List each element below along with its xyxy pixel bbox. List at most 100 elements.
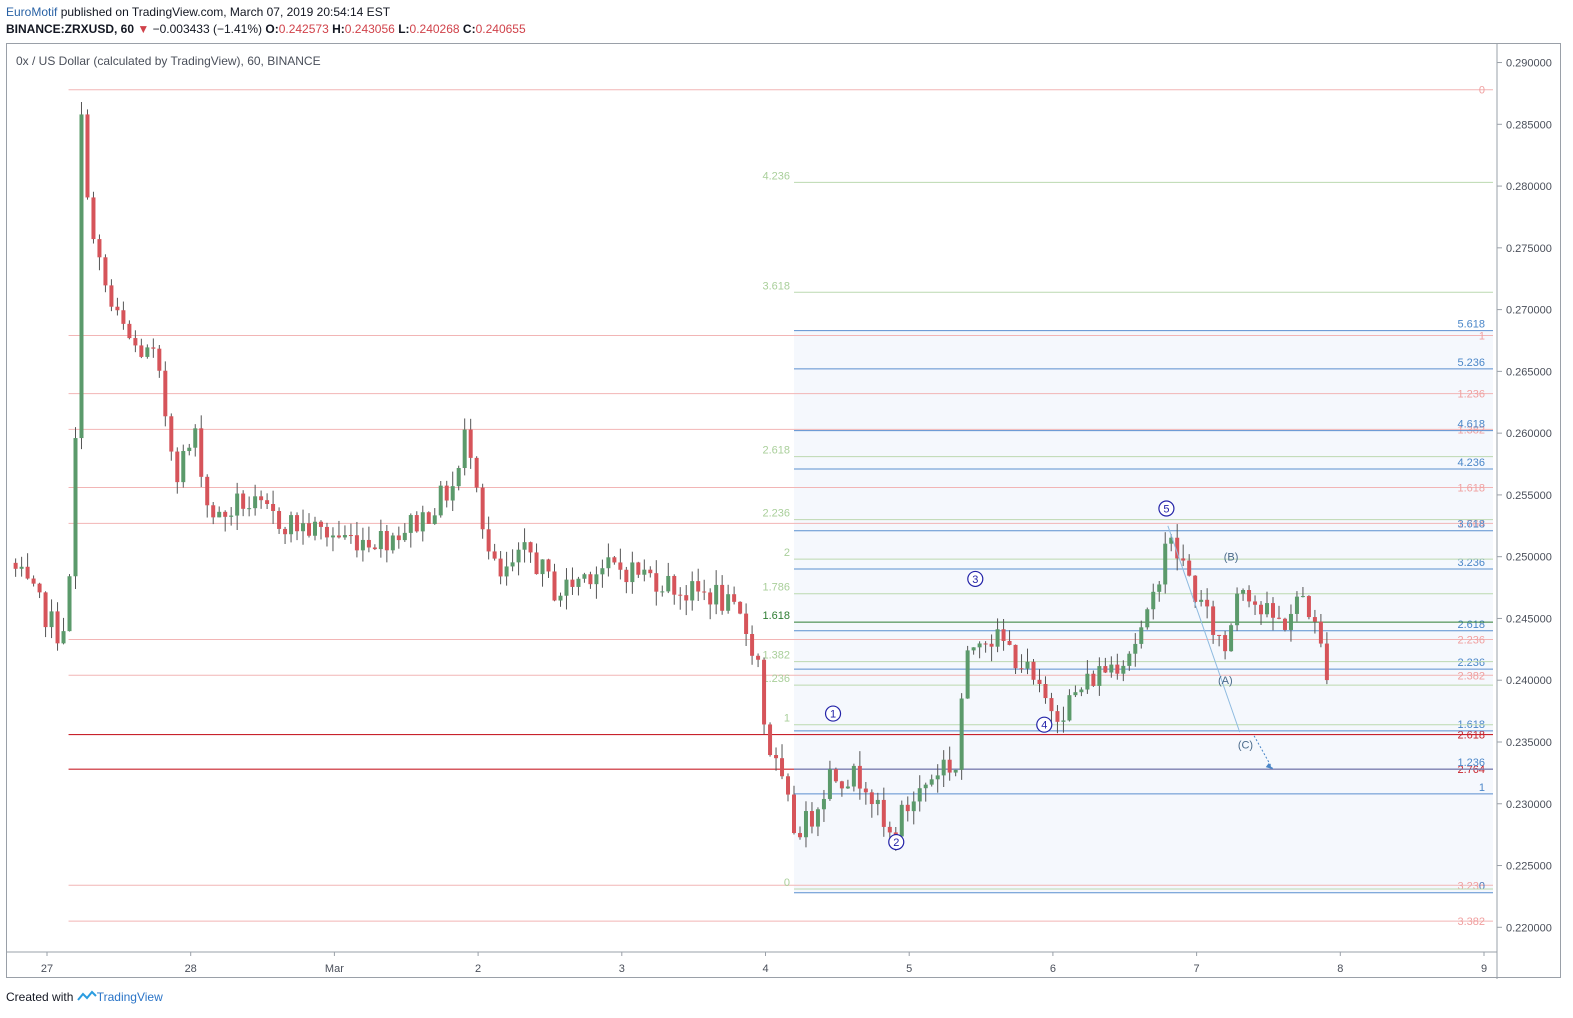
candle-up xyxy=(917,788,922,802)
candle-down xyxy=(636,562,641,575)
candle-down xyxy=(498,558,503,577)
candle-down xyxy=(762,659,767,725)
candle-up xyxy=(1157,584,1162,592)
candle-down xyxy=(1175,537,1180,559)
author-link[interactable]: EuroMotif xyxy=(6,5,58,19)
candle-down xyxy=(277,511,282,529)
candle-up xyxy=(360,539,365,551)
candle-up xyxy=(1199,599,1204,602)
candle-down xyxy=(241,493,246,509)
candle-up xyxy=(450,486,455,501)
candle-up xyxy=(540,559,545,575)
candle-down xyxy=(1324,643,1329,681)
fib-green-label: 1.382 xyxy=(762,650,790,662)
y-tick-label: 0.235000 xyxy=(1506,737,1552,749)
low-value: 0.240268 xyxy=(409,22,460,36)
candle-up xyxy=(390,535,395,551)
candle-down xyxy=(133,338,138,346)
candle-down xyxy=(1217,634,1222,636)
candle-down xyxy=(157,348,162,371)
x-tick-label: 8 xyxy=(1337,963,1343,975)
wave-circle xyxy=(967,570,984,588)
candle-up xyxy=(342,535,347,538)
wave-label: 3 xyxy=(972,574,978,586)
candle-down xyxy=(552,571,557,601)
candle-up xyxy=(953,769,958,773)
candle-up xyxy=(941,759,946,776)
candle-up xyxy=(1109,664,1114,673)
candle-up xyxy=(1145,609,1150,628)
wave-circle xyxy=(1158,500,1175,517)
footer-brand[interactable]: TradingView xyxy=(96,990,163,1004)
trend-line[interactable] xyxy=(1167,525,1241,733)
candle-down xyxy=(295,515,300,532)
candle-down xyxy=(1271,603,1276,618)
fib-green-label: 2.236 xyxy=(762,508,790,520)
price-chart[interactable]: 011.2361.3821.6181.7642.2362.3822.6182.7… xyxy=(7,44,1562,979)
ohlc-line: BINANCE:ZRXUSD, 60 ▼ −0.003433 (−1.41%) … xyxy=(6,21,526,38)
candle-up xyxy=(827,769,832,799)
candle-down xyxy=(205,476,210,506)
candle-down xyxy=(37,583,42,593)
wave-label: (B) xyxy=(1224,552,1239,564)
candle-down xyxy=(863,788,868,793)
candle-down xyxy=(678,594,683,596)
candle-up xyxy=(1294,596,1299,614)
candle-up xyxy=(911,801,916,812)
wave-label: (C) xyxy=(1238,739,1253,751)
candle-down xyxy=(169,416,174,452)
candle-down xyxy=(121,310,126,324)
candle-down xyxy=(732,594,737,602)
candle-up xyxy=(959,698,964,770)
candle-down xyxy=(588,574,593,585)
low-label: L: xyxy=(398,22,410,36)
candle-up xyxy=(193,428,198,448)
candle-up xyxy=(462,429,467,469)
candle-up xyxy=(1151,591,1156,610)
fib-green-label: 0 xyxy=(784,877,790,889)
candle-up xyxy=(977,643,982,648)
candle-up xyxy=(61,631,66,644)
y-tick-label: 0.275000 xyxy=(1506,243,1552,255)
change-value: −0.003433 (−1.41%) xyxy=(152,22,263,36)
candle-down xyxy=(702,591,707,593)
candle-down xyxy=(624,569,629,583)
candle-up xyxy=(1241,589,1246,594)
fib-green-label: 2.618 xyxy=(762,445,790,457)
candle-up xyxy=(1097,666,1102,686)
candle-up xyxy=(67,576,72,632)
candle-down xyxy=(756,655,761,660)
candle-up xyxy=(630,562,635,583)
fib-red-label: 0 xyxy=(1479,85,1485,97)
candle-down xyxy=(139,345,144,357)
candle-down xyxy=(336,535,341,538)
candle-down xyxy=(905,804,910,812)
candle-down xyxy=(97,239,102,258)
chart-frame[interactable]: 0 1 1.236 1.382 1.618 1.764 2.236 2.382 2.618 2.7… xyxy=(6,43,1562,979)
open-value: 0.242573 xyxy=(278,22,329,36)
candle-down xyxy=(1205,599,1210,607)
candle-down xyxy=(372,547,377,550)
candle-up xyxy=(1121,665,1126,674)
candle-down xyxy=(887,826,892,833)
candle-down xyxy=(1001,629,1006,641)
chart-header: EuroMotif published on TradingView.com, … xyxy=(6,4,526,38)
candle-down xyxy=(444,485,449,501)
candle-up xyxy=(187,447,192,452)
candle-down xyxy=(618,562,623,570)
candle-down xyxy=(1306,596,1311,618)
candle-down xyxy=(91,197,96,240)
candle-down xyxy=(654,573,659,592)
candle-up xyxy=(456,468,461,487)
candle-down xyxy=(612,557,617,563)
candle-down xyxy=(271,503,276,512)
wave-label: 5 xyxy=(1163,504,1169,516)
candle-up xyxy=(420,512,425,532)
fib-green-label: 2 xyxy=(784,547,790,559)
high-label: H: xyxy=(332,22,345,36)
candle-down xyxy=(1115,664,1120,674)
candle-down xyxy=(809,811,814,827)
candle-up xyxy=(558,595,563,601)
candle-up xyxy=(1288,613,1293,630)
candle-down xyxy=(25,566,30,579)
